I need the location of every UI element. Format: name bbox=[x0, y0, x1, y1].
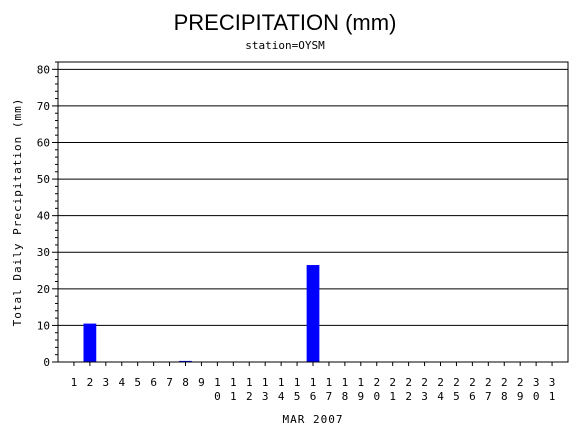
y-tick-label: 20 bbox=[37, 283, 50, 296]
bars bbox=[83, 265, 320, 362]
gridlines bbox=[58, 68, 568, 326]
y-axis-label: Total Daily Precipitation (mm) bbox=[11, 98, 24, 327]
x-tick-label: 1 bbox=[71, 376, 78, 389]
x-axis-label: MAR 2007 bbox=[283, 413, 344, 426]
y-tick-label: 70 bbox=[37, 100, 50, 113]
y-tick-label: 50 bbox=[37, 173, 50, 186]
y-axis-ticks: 0 10 20 30 40 50 60 70 80 bbox=[37, 61, 58, 369]
bar-day-16 bbox=[306, 265, 320, 362]
bar-day-2 bbox=[83, 323, 97, 362]
y-tick-label: 40 bbox=[37, 210, 50, 223]
x-tick-label: 7 bbox=[166, 376, 173, 389]
x-tick-label: 5 bbox=[134, 376, 141, 389]
x-tick-label: 2 bbox=[87, 376, 94, 389]
y-tick-label: 10 bbox=[37, 319, 50, 332]
x-tick-label: 4 bbox=[118, 376, 125, 389]
x-tick-label: 8 bbox=[182, 376, 189, 389]
x-axis-ticks: 1 2 3 4 5 6 7 8 9 1 01 11 21 31 41 51 61 71 81 92 02 12 22 32 42… bbox=[71, 362, 556, 403]
y-tick-label: 30 bbox=[37, 246, 50, 259]
x-tick-label: 6 bbox=[150, 376, 157, 389]
chart-subtitle: station=OYSM bbox=[245, 39, 325, 52]
y-tick-label: 0 bbox=[43, 356, 50, 369]
bar-day-8 bbox=[179, 360, 192, 362]
x-tick-label: 3 bbox=[103, 376, 110, 389]
x-tick-label: 9 bbox=[198, 376, 205, 389]
y-tick-label: 80 bbox=[37, 63, 50, 76]
chart-title: PRECIPITATION (mm) bbox=[174, 10, 397, 35]
y-tick-label: 60 bbox=[37, 136, 50, 149]
